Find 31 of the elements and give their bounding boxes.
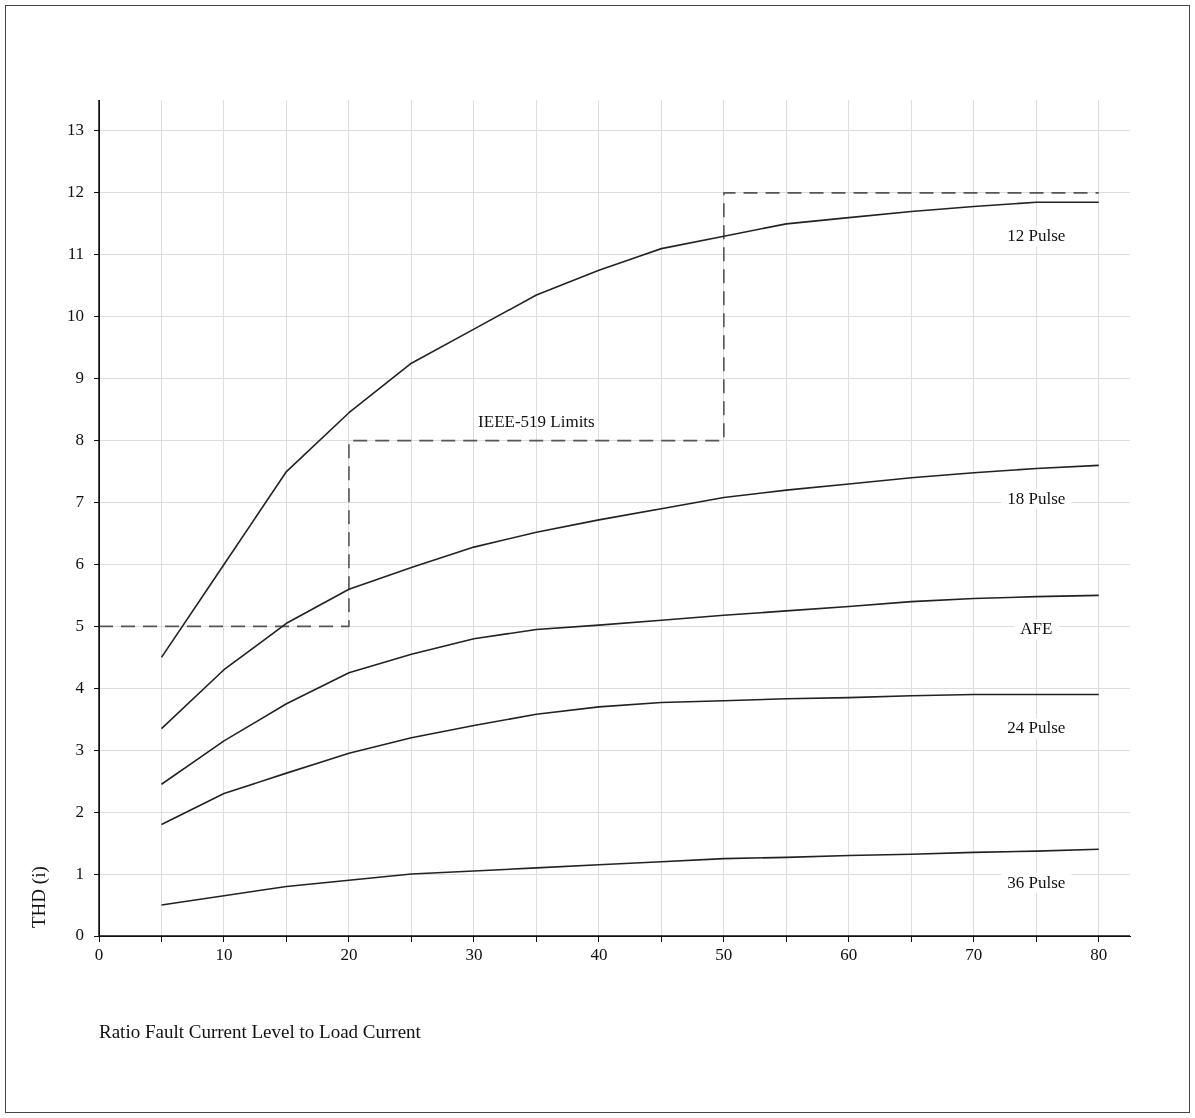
x-tick-label: 10 <box>215 944 233 964</box>
series-label: IEEE-519 Limits <box>478 412 595 432</box>
x-tick-label: 0 <box>94 944 104 964</box>
x-tick-label: 30 <box>465 944 483 964</box>
x-tick-label: 50 <box>715 944 733 964</box>
x-tick-label: 80 <box>1090 944 1108 964</box>
y-tick-label: 1 <box>75 863 84 883</box>
y-tick-label: 11 <box>67 244 84 264</box>
x-axis-title: Ratio Fault Current Level to Load Current <box>99 1020 422 1042</box>
y-tick-label: 13 <box>67 120 84 140</box>
series-label: 12 Pulse <box>1007 225 1066 245</box>
x-tick-label: 20 <box>340 944 358 964</box>
y-tick-label: 3 <box>75 739 84 759</box>
series-label: 36 Pulse <box>1007 872 1066 892</box>
y-tick-label: 7 <box>75 491 85 511</box>
x-tick-label: 40 <box>590 944 608 964</box>
y-tick-label: 2 <box>75 801 84 821</box>
y-tick-label: 8 <box>75 430 84 450</box>
y-tick-label: 12 <box>67 182 84 202</box>
series-label: 18 Pulse <box>1007 488 1066 508</box>
y-axis-title: THD (i) <box>27 866 50 928</box>
series-label: 24 Pulse <box>1007 717 1066 737</box>
y-tick-label: 0 <box>75 925 84 945</box>
series-label: AFE <box>1020 618 1053 638</box>
x-tick-label: 60 <box>840 944 858 964</box>
y-tick-label: 10 <box>67 306 84 326</box>
y-tick-label: 5 <box>75 615 84 635</box>
y-tick-label: 4 <box>75 677 85 697</box>
y-tick-label: 9 <box>75 368 84 388</box>
x-tick-label: 70 <box>965 944 983 964</box>
y-tick-label: 6 <box>75 553 84 573</box>
